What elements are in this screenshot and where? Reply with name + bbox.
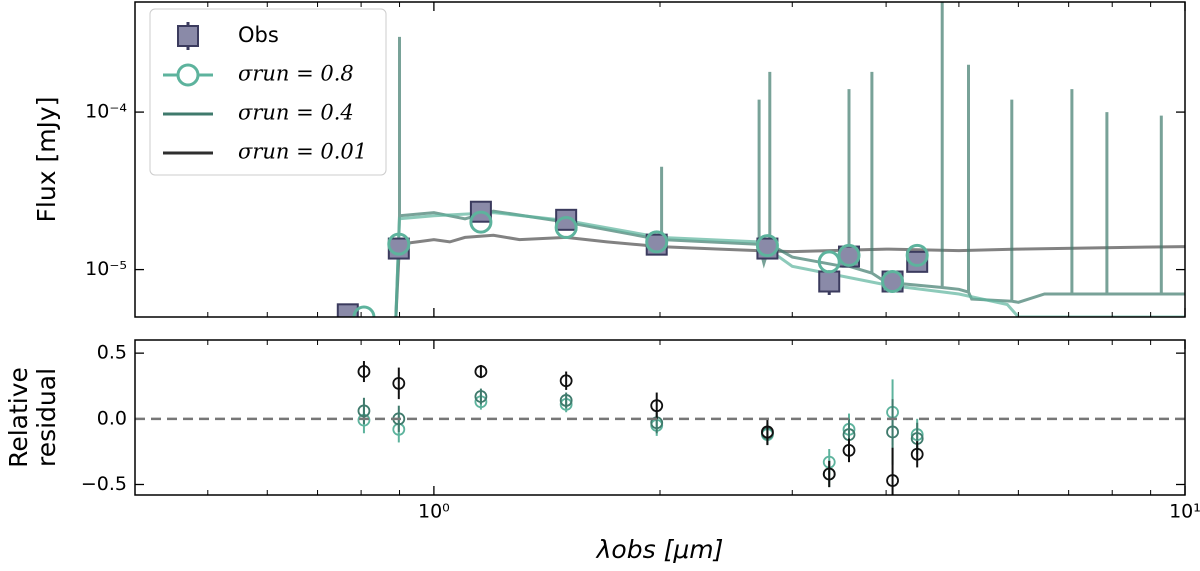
legend-box	[149, 8, 387, 176]
model-spectrum	[394, 211, 1185, 317]
residual-point	[474, 365, 488, 378]
y-tick-label: 10⁻⁴	[85, 101, 127, 123]
model-photometry	[554, 216, 578, 240]
residual-point	[650, 399, 664, 413]
model-spectrum	[394, 2, 1185, 317]
y-axis-label: Relative	[4, 367, 33, 468]
y-axis-label: residual	[32, 368, 61, 467]
legend-label: σrun = 0.4	[238, 101, 354, 125]
plot-area	[357, 361, 924, 495]
obs-point	[555, 208, 578, 231]
residual-point	[886, 474, 899, 487]
model-photometry	[881, 270, 905, 294]
obs-point	[336, 303, 359, 317]
model-photometry	[352, 305, 376, 317]
model-photometry	[387, 232, 411, 256]
y-axis-label: Flux [mJy]	[32, 97, 61, 223]
plot-area	[336, 2, 1185, 317]
residual-point	[842, 443, 856, 457]
residual-point	[559, 374, 573, 388]
axes-frame	[134, 1, 1186, 318]
model-photometry	[837, 243, 861, 267]
residual-point	[474, 390, 488, 403]
model-photometry	[469, 210, 493, 234]
model-spectrum	[394, 233, 1185, 317]
residual-point	[822, 467, 836, 481]
residual-point	[886, 425, 899, 439]
model-photometry	[817, 250, 841, 274]
y-tick-label: 10⁻⁵	[85, 258, 127, 280]
legend-label: σrun = 0.01	[238, 140, 367, 164]
legend-label: σrun = 0.8	[238, 62, 354, 86]
model-photometry	[755, 234, 779, 258]
residual-panel: 10⁰ 10¹ −0.5 0.0 0.5 Relative residual λobs [μm…	[4, 339, 1200, 564]
y-tick-label: 0.0	[97, 407, 127, 429]
x-axis-label: λobs [μm]	[595, 535, 724, 564]
y-tick-label: −0.5	[81, 473, 127, 495]
legend-symbol	[176, 63, 200, 87]
residual-point	[761, 425, 774, 439]
model-photometry	[905, 243, 929, 267]
residual-point	[357, 365, 371, 378]
residual-point	[357, 404, 371, 418]
legend-symbol	[177, 25, 199, 47]
y-tick-label: 0.5	[97, 342, 127, 364]
obs-point	[818, 270, 841, 293]
residual-point	[559, 394, 573, 407]
residual-point	[392, 376, 406, 390]
axes-frame	[134, 339, 1186, 496]
x-tick-label: 10⁰	[418, 501, 450, 523]
legend: Obs σrun = 0.8 σrun = 0.4 σrun = 0.01	[149, 8, 387, 176]
legend-label: Obs	[238, 23, 279, 47]
model-photometry	[645, 230, 669, 254]
obs-point	[906, 250, 929, 273]
x-tick-label: 10¹	[1169, 501, 1200, 523]
residual-point	[910, 447, 924, 461]
sed-panel: 10⁻⁵ 10⁻⁴ Flux [mJy] Obs σrun = 0.8 σrun = 0.…	[32, 1, 1186, 318]
